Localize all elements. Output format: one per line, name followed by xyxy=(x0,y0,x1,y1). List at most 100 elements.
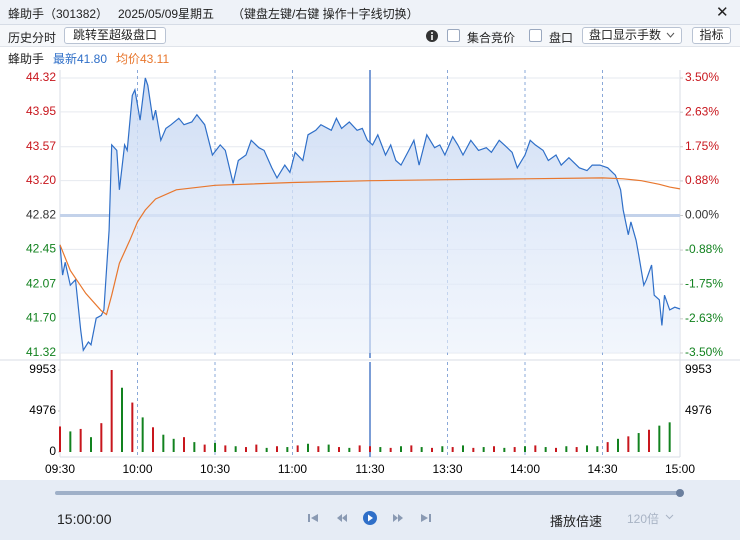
volume-tick-label: 9953 xyxy=(29,362,56,376)
volume-bar xyxy=(358,445,361,452)
volume-tick-label: 0 xyxy=(49,444,56,458)
y2-tick-label: -3.50% xyxy=(685,345,723,359)
volume-bar xyxy=(245,447,247,452)
volume-bar xyxy=(627,436,630,452)
volume-bar xyxy=(100,423,103,452)
volume-bar xyxy=(565,446,568,452)
info-line: 蜂助手 最新41.80 均价43.11 xyxy=(0,47,740,67)
volume-bar xyxy=(214,442,216,452)
volume-bar xyxy=(79,428,82,452)
volume-bar xyxy=(203,444,206,452)
volume-bar xyxy=(348,447,351,452)
volume-bar xyxy=(400,446,402,452)
price-area xyxy=(60,78,680,353)
volume-bar xyxy=(379,447,382,452)
y2-tick-label: 2.63% xyxy=(685,104,719,118)
x-tick-label: 10:00 xyxy=(122,462,152,476)
y-tick-label: 44.32 xyxy=(26,70,56,84)
y2-tick-label: -2.63% xyxy=(685,311,723,325)
volume-bar xyxy=(482,447,485,452)
skip-end[interactable] xyxy=(421,514,431,522)
speed-select[interactable]: 120倍 xyxy=(627,512,660,526)
volume-bar xyxy=(534,445,537,452)
auction-checkbox[interactable] xyxy=(447,29,460,42)
info-icon[interactable] xyxy=(425,29,439,43)
forward[interactable] xyxy=(393,514,403,522)
volume-bar xyxy=(276,446,278,452)
volume-bar xyxy=(575,447,578,452)
y-tick-label: 43.95 xyxy=(26,104,56,118)
volume-tick-label-right: 4976 xyxy=(685,403,712,417)
volume-bar xyxy=(59,426,61,452)
volume-bar xyxy=(110,370,113,452)
volume-bar xyxy=(224,445,227,452)
volume-bar xyxy=(162,434,165,452)
y2-tick-label: 0.88% xyxy=(685,173,719,187)
volume-bar xyxy=(606,442,609,452)
chevron xyxy=(665,514,674,520)
average-price: 均价43.11 xyxy=(116,52,170,66)
indicator-button[interactable]: 指标 xyxy=(692,27,731,44)
volume-bar xyxy=(183,437,185,452)
x-tick-label: 09:30 xyxy=(45,462,75,476)
volume-bar xyxy=(668,422,671,452)
x-tick-label: 14:00 xyxy=(510,462,540,476)
volume-bar xyxy=(472,447,475,452)
slider-knob[interactable] xyxy=(676,489,684,497)
title-bar: 蜂助手（301382） 2025/05/09星期五 （键盘左键/右键 操作十字线… xyxy=(0,0,740,25)
playback-controls xyxy=(55,489,684,525)
stock-name: 蜂助手 xyxy=(8,52,45,66)
hint: （键盘左键/右键 操作十字线切换） xyxy=(232,7,419,21)
volume-bar xyxy=(637,433,640,452)
volume-bar xyxy=(172,438,175,452)
volume-bar xyxy=(193,442,196,452)
y2-tick-label: 0.00% xyxy=(685,208,719,222)
volume-bar xyxy=(90,437,92,452)
volume-bar xyxy=(131,402,134,452)
volume-bar xyxy=(307,443,309,452)
close-button[interactable]: ✕ xyxy=(716,4,729,21)
x-tick-label: 15:00 xyxy=(665,462,695,476)
skip-start[interactable] xyxy=(308,514,318,522)
volume-bar xyxy=(451,447,454,452)
y2-tick-label: 3.50% xyxy=(685,70,719,84)
price-line xyxy=(59,77,681,352)
volume-bar xyxy=(338,447,340,452)
volume-bar xyxy=(503,447,506,452)
y2-tick-label: 1.75% xyxy=(685,139,719,153)
rewind[interactable] xyxy=(337,514,347,522)
x-tick-label: 11:30 xyxy=(355,462,384,476)
chart: 41.32 41.70 42.07 42.45 42.82 43.20 43.57 43.95… xyxy=(0,70,740,477)
average-line xyxy=(59,177,681,316)
y2-tick-label: -1.75% xyxy=(685,276,723,290)
history-label: 历史分时 xyxy=(8,31,57,45)
volume-bar xyxy=(141,417,144,452)
date: 2025/05/09星期五 xyxy=(118,7,215,21)
volume-bar xyxy=(327,444,330,452)
orderbook-label: 盘口 xyxy=(549,31,574,45)
stock-title: 蜂助手（301382） xyxy=(8,7,109,21)
volume-bar xyxy=(296,445,299,452)
latest-price: 最新41.80 xyxy=(53,52,108,66)
volume-bar xyxy=(69,431,72,452)
volume-bar xyxy=(431,447,433,452)
volume-bar xyxy=(265,447,268,452)
playback-buttons xyxy=(308,514,431,522)
orderbook-checkbox[interactable] xyxy=(529,29,542,42)
y-tick-label: 42.82 xyxy=(26,208,56,222)
jump-button[interactable]: 跳转至超级盘口 xyxy=(64,27,166,44)
volume-bar xyxy=(420,447,423,452)
dropdown-text: 盘口显示手数 xyxy=(589,28,662,42)
speed-label: 播放倍速 xyxy=(550,514,603,529)
volume-bar xyxy=(617,438,619,452)
volume-bar xyxy=(317,446,320,452)
volume-bar xyxy=(152,427,154,452)
display-dropdown[interactable]: 盘口显示手数 xyxy=(582,27,682,44)
volume-bar xyxy=(544,447,547,452)
x-tick-label: 10:30 xyxy=(200,462,230,476)
y-tick-label: 41.32 xyxy=(26,345,56,359)
volume-bar xyxy=(513,447,516,452)
volume-bar xyxy=(648,429,650,452)
play-icon xyxy=(368,514,373,522)
